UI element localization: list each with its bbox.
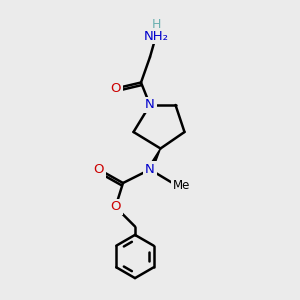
Text: H: H: [151, 17, 161, 31]
Text: N: N: [145, 163, 155, 176]
Text: N: N: [145, 98, 155, 112]
Text: Me: Me: [173, 179, 190, 193]
Text: O: O: [94, 163, 104, 176]
Text: O: O: [110, 82, 121, 95]
Text: O: O: [110, 200, 121, 214]
Text: NH₂: NH₂: [143, 29, 169, 43]
Polygon shape: [148, 148, 160, 171]
